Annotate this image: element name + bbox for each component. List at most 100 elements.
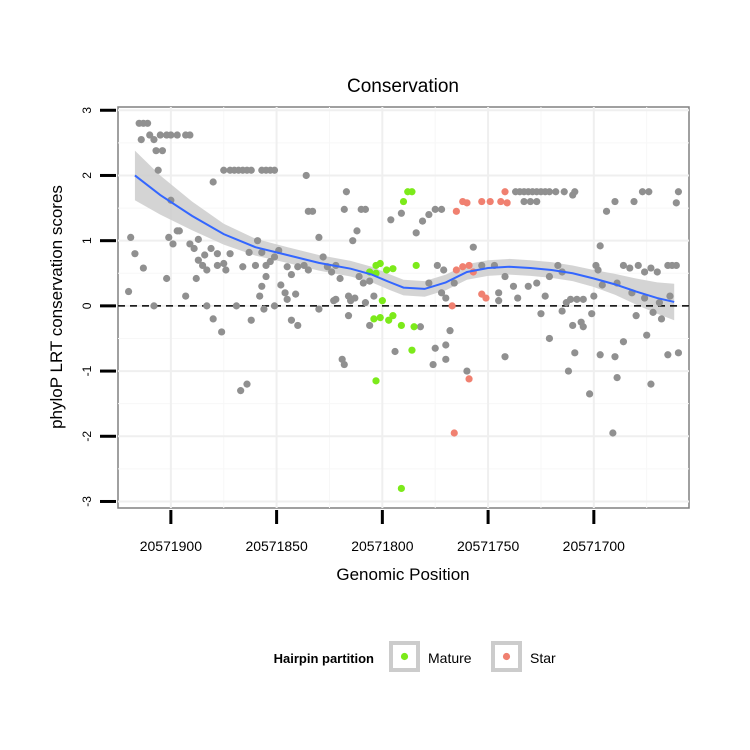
data-point-other [266,257,274,266]
data-point-mature [376,314,384,322]
data-point-other [243,380,251,388]
data-point-other [431,344,439,352]
data-point-other [175,227,183,235]
data-point-other [391,347,399,356]
data-point-other [537,310,545,318]
data-point-other [552,188,560,196]
data-point-other [545,272,554,281]
data-point-other [156,131,164,139]
data-point-mature [382,266,391,274]
data-point-other [571,188,579,196]
data-point-other [213,250,221,258]
legend-key-mature-dot [400,652,409,661]
data-point-star [503,199,511,207]
data-point-other [232,302,241,310]
data-point-star [463,199,471,207]
y-axis-label: phyloP LRT conservation scores [47,185,66,429]
data-point-other [526,197,534,206]
data-point-other [270,302,279,310]
data-point-star [459,263,467,271]
x-tick-label: 20571700 [563,538,626,554]
data-point-other [258,248,266,257]
data-point-star [465,261,473,270]
data-point-other [294,263,302,271]
data-point-other [169,240,177,248]
data-point-other [349,237,357,245]
data-point-other [340,205,348,213]
data-point-star [478,197,486,206]
data-point-other [315,233,323,242]
data-point-other [533,279,541,287]
data-point-other [127,233,135,242]
data-point-star [482,294,490,302]
data-point-other [226,250,234,258]
data-point-other [425,210,433,219]
x-axis-label: Genomic Position [336,565,469,584]
data-point-other [611,197,619,206]
smooth-layer [134,174,675,303]
data-point-other [201,251,209,259]
data-point-star [497,197,505,206]
data-point-other [327,268,336,276]
data-point-other [649,308,657,316]
x-tick-label: 20571750 [457,538,520,554]
data-point-other [277,281,285,289]
data-point-other [560,188,568,196]
grid-major [118,107,689,508]
data-point-other [146,131,154,139]
data-point-other [640,294,649,302]
data-point-other [342,188,350,196]
data-point-other [163,274,171,283]
y-tick-label: 0 [80,302,94,309]
y-tick-label: 3 [80,107,94,114]
legend: Hairpin partition Mature Star [274,641,556,672]
data-point-other [182,292,190,300]
data-point-other [292,290,300,298]
data-point-other [167,131,175,139]
data-point-other [251,261,260,270]
x-tick-label: 20571800 [351,538,414,554]
y-tick-label: 2 [80,172,94,179]
x-tick-label: 20571850 [245,538,308,554]
data-point-other [361,205,370,213]
data-point-mature [412,261,420,270]
data-point-other [315,305,323,313]
data-point-other [283,263,291,271]
data-point-other [209,178,217,186]
data-point-other [626,264,634,272]
data-point-other [501,272,509,281]
legend-key-star-box [491,641,522,672]
data-point-other [545,334,554,343]
data-point-other [638,188,647,196]
data-point-other [207,244,215,253]
data-point-other [416,323,425,331]
data-point-other [281,289,289,297]
y-tick-label: -2 [80,431,94,442]
data-point-other [370,292,378,300]
data-point-other [431,205,439,213]
data-point-star [448,302,456,310]
data-point-other [442,341,450,349]
data-point-other [190,244,198,253]
data-point-other [596,351,604,359]
data-point-mature [389,312,397,320]
data-point-other [366,321,374,330]
y-tick-label: -3 [80,496,94,507]
data-point-star [452,207,460,215]
data-point-other [270,253,279,261]
data-point-other [429,360,437,369]
data-point-other [173,131,181,139]
data-point-other [198,261,207,270]
data-point-other [144,119,152,127]
data-point-mature [397,484,405,493]
data-point-other [302,171,310,180]
data-point-other [336,274,344,283]
data-point-other [131,250,139,258]
data-point-other [577,318,585,326]
data-point-mature [370,315,378,323]
data-point-other [564,367,573,375]
data-point-other [304,266,312,274]
data-point-other [588,310,596,318]
data-point-other [566,295,575,303]
